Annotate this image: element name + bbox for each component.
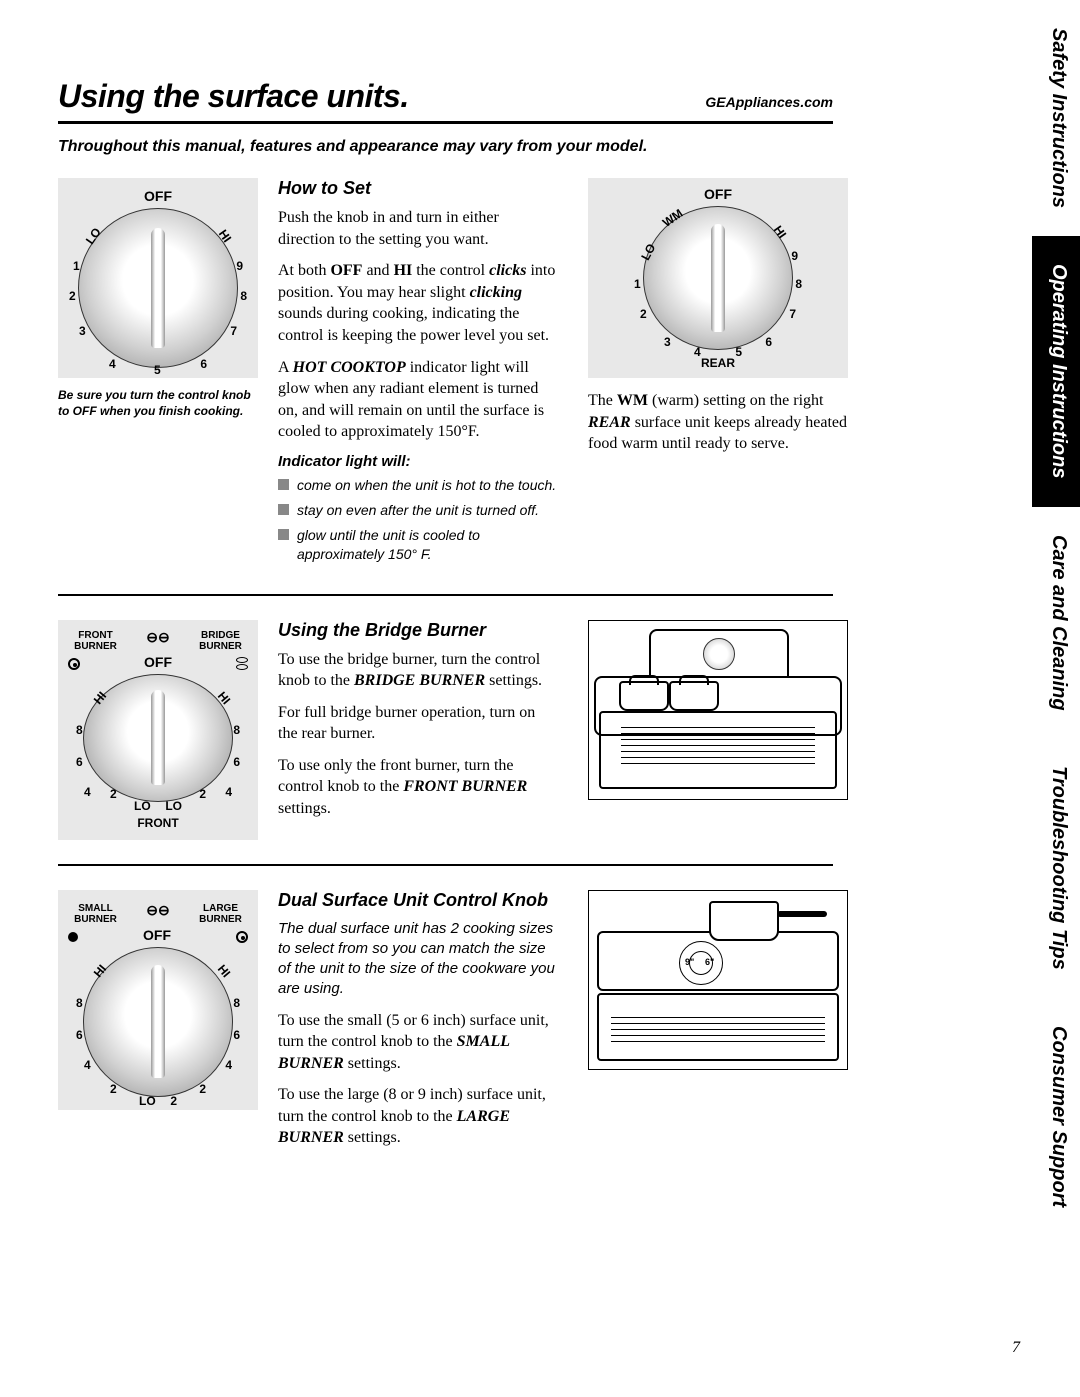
title-row: Using the surface units. GEAppliances.co… bbox=[58, 78, 833, 124]
heading-dual: Dual Surface Unit Control Knob bbox=[278, 890, 558, 911]
knob-diagram-bridge: FRONT BURNER ⊖⊖ BRIDGE BURNER OFF HI HI … bbox=[58, 620, 258, 840]
large-ring-icon bbox=[236, 931, 248, 943]
bullet-3: glow until the unit is cooled to approxi… bbox=[278, 526, 558, 564]
front-label: FRONT bbox=[137, 816, 178, 830]
tab-safety[interactable]: Safety Instructions bbox=[1032, 0, 1080, 236]
col-mid: Dual Surface Unit Control Knob The dual … bbox=[278, 890, 558, 1160]
vent-lines-icon bbox=[621, 727, 815, 767]
square-bullet-icon bbox=[278, 529, 289, 540]
col-mid: How to Set Push the knob in and turn in … bbox=[278, 178, 558, 570]
knob-icon: WM HI LO 1 2 3 4 5 6 7 8 9 bbox=[643, 206, 793, 350]
bullet-1: come on when the unit is hot to the touc… bbox=[278, 476, 558, 495]
col-left: SMALL BURNER ⊖⊖ LARGE BURNER OFF HI HI 8… bbox=[58, 890, 258, 1160]
section-dual-surface: SMALL BURNER ⊖⊖ LARGE BURNER OFF HI HI 8… bbox=[58, 890, 833, 1184]
stove-body-icon bbox=[599, 711, 837, 789]
saucepan-icon bbox=[709, 901, 779, 941]
tab-consumer[interactable]: Consumer Support bbox=[1032, 998, 1080, 1235]
p-hot-cooktop: A HOT COOKTOP indicator light will glow … bbox=[278, 357, 558, 443]
p-dual-intro: The dual surface unit has 2 cooking size… bbox=[278, 919, 558, 1000]
col-left: OFF LO HI 1 2 3 4 5 6 7 8 9 Be sure you … bbox=[58, 178, 258, 570]
section-how-to-set: OFF LO HI 1 2 3 4 5 6 7 8 9 Be sure you … bbox=[58, 178, 833, 596]
section-bridge-burner: FRONT BURNER ⊖⊖ BRIDGE BURNER OFF HI HI … bbox=[58, 620, 833, 866]
heading-how-to-set: How to Set bbox=[278, 178, 558, 199]
coil-icon: ⊖⊖ bbox=[143, 630, 173, 652]
large-burner-label: LARGE BURNER bbox=[193, 903, 248, 925]
off-label: OFF bbox=[143, 927, 171, 943]
off-label: OFF bbox=[144, 188, 172, 204]
stove-panel-icon bbox=[649, 629, 789, 679]
rear-label: REAR bbox=[701, 356, 735, 370]
knob-caption: Be sure you turn the control knob to OFF… bbox=[58, 388, 258, 419]
bridge-burner-label: BRIDGE BURNER bbox=[193, 630, 248, 652]
p-bridge-3: To use only the front burner, turn the c… bbox=[278, 755, 558, 820]
knob-icon: LO HI 1 2 3 4 5 6 7 8 9 bbox=[78, 208, 238, 368]
knob-icon: HI HI 8 8 6 6 4 4 2 2 LO LO bbox=[83, 674, 233, 802]
pot-icon bbox=[619, 681, 669, 711]
stove-illustration-dual: 9" 6" bbox=[588, 890, 848, 1070]
vent-lines-icon bbox=[611, 1017, 825, 1047]
p-clicks: At both OFF and HI the control clicks in… bbox=[278, 260, 558, 346]
heading-bridge: Using the Bridge Burner bbox=[278, 620, 558, 641]
knob-icon: HI HI 8 8 6 6 4 4 2 2 LO 2 bbox=[83, 947, 233, 1097]
col-mid: Using the Bridge Burner To use the bridg… bbox=[278, 620, 558, 840]
col-right: OFF WM HI LO 1 2 3 4 5 6 7 8 9 REAR bbox=[578, 178, 848, 570]
small-dot-icon bbox=[68, 932, 78, 942]
small-burner-label: SMALL BURNER bbox=[68, 903, 123, 925]
page-number: 7 bbox=[1012, 1339, 1020, 1357]
pot-icon bbox=[669, 681, 719, 711]
coil-icon: ⊖⊖ bbox=[143, 903, 173, 925]
p-dual-small: To use the small (5 or 6 inch) surface u… bbox=[278, 1010, 558, 1075]
oven-front-icon bbox=[597, 993, 839, 1061]
knob-diagram-basic: OFF LO HI 1 2 3 4 5 6 7 8 9 bbox=[58, 178, 258, 378]
top-labels-row: SMALL BURNER ⊖⊖ LARGE BURNER bbox=[68, 903, 248, 925]
off-label: OFF bbox=[144, 654, 172, 670]
burner-ring-icon bbox=[68, 658, 80, 670]
page-subtitle: Throughout this manual, features and app… bbox=[58, 138, 833, 156]
brand-url: GEAppliances.com bbox=[705, 94, 833, 110]
square-bullet-icon bbox=[278, 504, 289, 515]
off-label: OFF bbox=[704, 186, 732, 202]
knob-diagram-rear: OFF WM HI LO 1 2 3 4 5 6 7 8 9 REAR bbox=[588, 178, 848, 378]
bridge-icon bbox=[236, 657, 248, 670]
page-title: Using the surface units. bbox=[58, 78, 409, 115]
p-wm-setting: The WM (warm) setting on the right REAR … bbox=[588, 390, 848, 455]
tab-troubleshooting[interactable]: Troubleshooting Tips bbox=[1032, 738, 1080, 998]
p-dual-large: To use the large (8 or 9 inch) surface u… bbox=[278, 1084, 558, 1149]
p-bridge-1: To use the bridge burner, turn the contr… bbox=[278, 649, 558, 692]
tab-care[interactable]: Care and Cleaning bbox=[1032, 507, 1080, 739]
col-left: FRONT BURNER ⊖⊖ BRIDGE BURNER OFF HI HI … bbox=[58, 620, 258, 840]
col-right bbox=[578, 620, 848, 840]
top-labels-row: FRONT BURNER ⊖⊖ BRIDGE BURNER bbox=[68, 630, 248, 652]
front-burner-label: FRONT BURNER bbox=[68, 630, 123, 652]
section-tabs: Safety Instructions Operating Instructio… bbox=[1032, 0, 1080, 1397]
page-content: Using the surface units. GEAppliances.co… bbox=[58, 78, 833, 1207]
p-push-knob: Push the knob in and turn in either dire… bbox=[278, 207, 558, 250]
knob-diagram-dual: SMALL BURNER ⊖⊖ LARGE BURNER OFF HI HI 8… bbox=[58, 890, 258, 1110]
stove-illustration-bridge bbox=[588, 620, 848, 800]
bullet-2: stay on even after the unit is turned of… bbox=[278, 501, 558, 520]
p-bridge-2: For full bridge burner operation, turn o… bbox=[278, 702, 558, 745]
subheading-indicator: Indicator light will: bbox=[278, 453, 558, 470]
tab-operating[interactable]: Operating Instructions bbox=[1032, 236, 1080, 506]
square-bullet-icon bbox=[278, 479, 289, 490]
col-right: 9" 6" bbox=[578, 890, 848, 1160]
